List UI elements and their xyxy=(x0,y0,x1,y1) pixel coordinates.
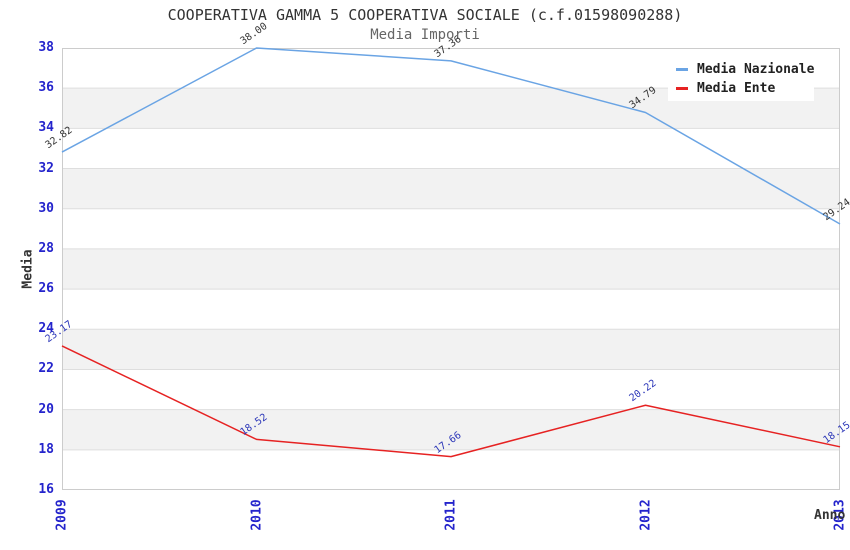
y-axis-title: Media xyxy=(20,249,36,289)
plot-band xyxy=(62,248,840,290)
plot-band xyxy=(62,329,840,370)
legend-swatch xyxy=(676,87,688,90)
plot-band xyxy=(62,409,840,450)
x-axis-title: Anno xyxy=(814,508,846,523)
plot-border xyxy=(62,48,840,490)
chart-subtitle: Media Importi xyxy=(370,27,480,43)
y-tick-label: 38 xyxy=(38,40,54,55)
plot-band xyxy=(62,128,840,169)
y-tick-label: 36 xyxy=(38,80,54,96)
plot-band xyxy=(62,289,840,330)
legend-item-media-ente[interactable]: Media Ente xyxy=(668,79,814,98)
y-tick-label: 20 xyxy=(38,401,54,417)
y-tick-label: 18 xyxy=(38,441,54,457)
plot-band xyxy=(62,168,840,209)
y-tick-label: 24 xyxy=(38,321,54,337)
chart-title: COOPERATIVA GAMMA 5 COOPERATIVA SOCIALE … xyxy=(167,6,683,24)
series-line-media-nazionale xyxy=(61,47,841,225)
x-tick-label: 2012 xyxy=(638,499,653,531)
y-tick-label: 30 xyxy=(38,200,54,216)
x-tick-label: 2011 xyxy=(443,499,459,531)
legend-swatch xyxy=(676,68,688,71)
y-tick-label: 22 xyxy=(38,361,54,377)
x-tick-label: 2009 xyxy=(54,499,70,531)
y-tick-label: 26 xyxy=(38,281,54,297)
y-tick-label: 34 xyxy=(38,120,54,136)
y-tick-label: 16 xyxy=(38,482,54,497)
plot-band xyxy=(62,208,840,249)
plot-band xyxy=(62,449,840,490)
series-line-media-ente xyxy=(61,345,841,458)
x-tick-label: 2010 xyxy=(249,499,264,531)
y-tick-label: 28 xyxy=(38,240,54,256)
plot-band xyxy=(62,369,840,410)
y-tick-label: 32 xyxy=(38,160,54,176)
legend: Media Nazionale Media Ente xyxy=(668,57,814,101)
legend-label: Media Nazionale xyxy=(697,62,815,77)
legend-label: Media Ente xyxy=(697,81,776,96)
legend-item-media-nazionale[interactable]: Media Nazionale xyxy=(668,60,814,79)
